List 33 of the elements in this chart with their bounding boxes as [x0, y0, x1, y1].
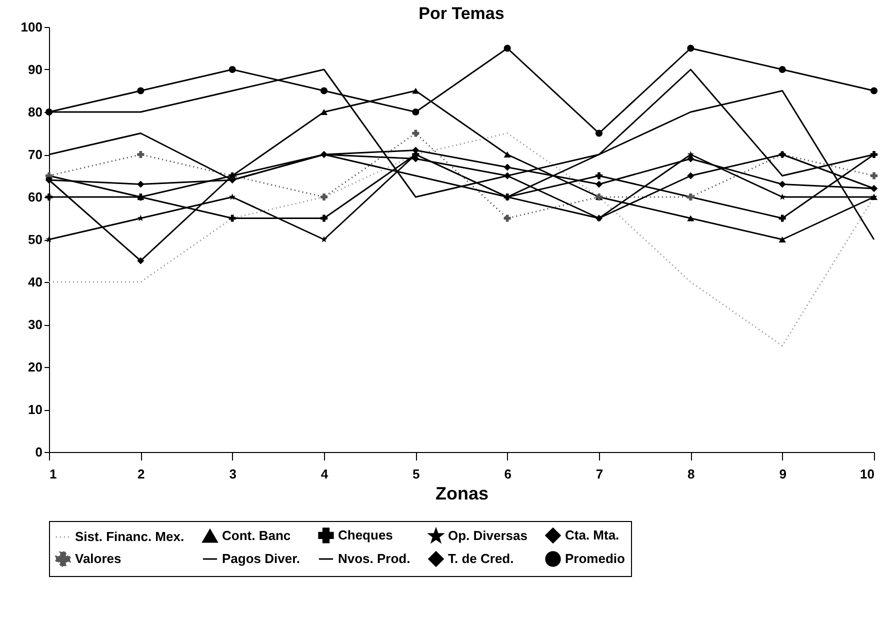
legend-label: Valores	[75, 551, 122, 566]
y-tick-label: 10	[28, 402, 42, 417]
y-tick-label: 20	[28, 360, 42, 374]
x-tick-label: 5	[412, 466, 420, 482]
y-tick-label: 70	[28, 147, 42, 162]
y-tick-label: 80	[28, 104, 42, 120]
legend-label: Cta. Mta.	[565, 527, 620, 542]
chart-title: Por Temas	[418, 4, 504, 23]
y-tick-label: 100	[20, 20, 42, 34]
legend-label: Sist. Financ. Mex.	[75, 529, 184, 544]
x-tick-label: 3	[229, 466, 236, 482]
y-tick-label: 40	[28, 274, 42, 290]
y-tick-label: 60	[28, 190, 42, 204]
x-tick-label: 2	[138, 466, 145, 482]
y-tick-label: 90	[28, 62, 42, 77]
y-tick-label: 30	[28, 317, 42, 332]
legend-label: Cont. Banc	[222, 528, 291, 543]
x-tick-label: 6	[504, 466, 512, 482]
x-tick-label: 7	[596, 466, 604, 482]
x-tick-label: 4	[320, 466, 329, 482]
legend-label: Op. Diversas	[448, 528, 528, 544]
legend-label: Cheques	[338, 527, 393, 542]
legend-label: Pagos Diver.	[222, 551, 300, 566]
y-tick-label: 50	[28, 232, 42, 247]
x-axis-title: Zonas	[435, 484, 489, 504]
x-tick-label: 1	[50, 466, 57, 482]
legend-label: Promedio	[565, 551, 626, 566]
x-tick-label: 10	[860, 466, 874, 482]
legend-label: T. de Cred.	[448, 551, 514, 566]
legend-label: Nvos. Prod.	[338, 551, 410, 566]
x-tick-label: 8	[688, 466, 695, 482]
y-tick-label: 0	[35, 444, 42, 460]
x-tick-label: 9	[779, 466, 786, 482]
